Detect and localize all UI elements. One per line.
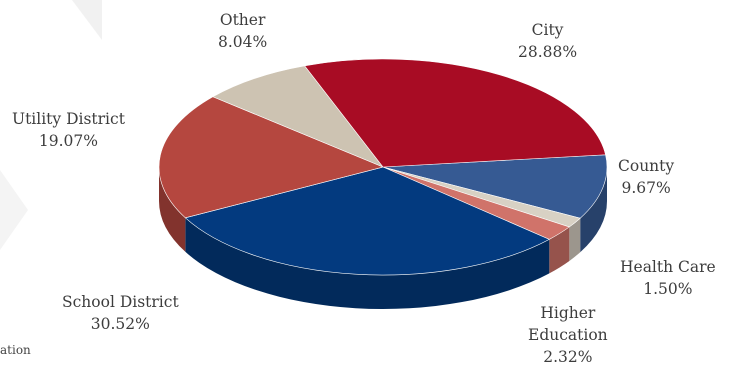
slice-school-district	[184, 166, 550, 276]
side-utility-district	[159, 167, 186, 252]
background-shape	[0, 170, 28, 250]
side-school-district	[185, 217, 550, 310]
slice-county	[382, 154, 608, 219]
slice-label-health-care: Health Care 1.50%	[620, 256, 716, 300]
school-district-percent: 30.52%	[90, 315, 150, 333]
county-percent: 9.67%	[621, 179, 671, 197]
slice-utility-district	[158, 96, 384, 219]
slice-other	[212, 65, 384, 168]
side-health-care	[569, 218, 581, 261]
higher-education-line1: Higher	[540, 304, 596, 322]
higher-education-line2: Education	[528, 326, 608, 344]
slice-label-utility-district: Utility District 19.07%	[12, 108, 125, 152]
side-county	[580, 167, 607, 253]
health-care-percent: 1.50%	[643, 280, 693, 298]
slice-label-school-district: School District 30.52%	[62, 291, 179, 335]
health-care-name: Health Care	[620, 258, 716, 276]
cropped-text: ation	[0, 343, 31, 357]
higher-education-percent: 2.32%	[543, 348, 593, 366]
city-name: City	[531, 21, 564, 39]
pie-tops	[158, 58, 608, 276]
slice-label-higher-education: Higher Education 2.32%	[528, 302, 608, 368]
utility-district-name: Utility District	[12, 110, 125, 128]
other-name: Other	[219, 11, 266, 29]
city-percent: 28.88%	[518, 43, 578, 61]
background-shape	[72, 0, 102, 40]
county-name: County	[618, 157, 675, 175]
utility-district-percent: 19.07%	[38, 132, 99, 150]
slice-city	[304, 58, 606, 168]
slice-label-other: Other 8.04%	[218, 9, 267, 53]
pie-sides	[159, 167, 607, 310]
side-higher-education	[549, 226, 570, 274]
slice-label-city: City 28.88%	[518, 19, 577, 63]
other-percent: 8.04%	[218, 33, 268, 51]
slice-label-county: County 9.67%	[618, 155, 674, 199]
school-district-name: School District	[62, 293, 179, 311]
